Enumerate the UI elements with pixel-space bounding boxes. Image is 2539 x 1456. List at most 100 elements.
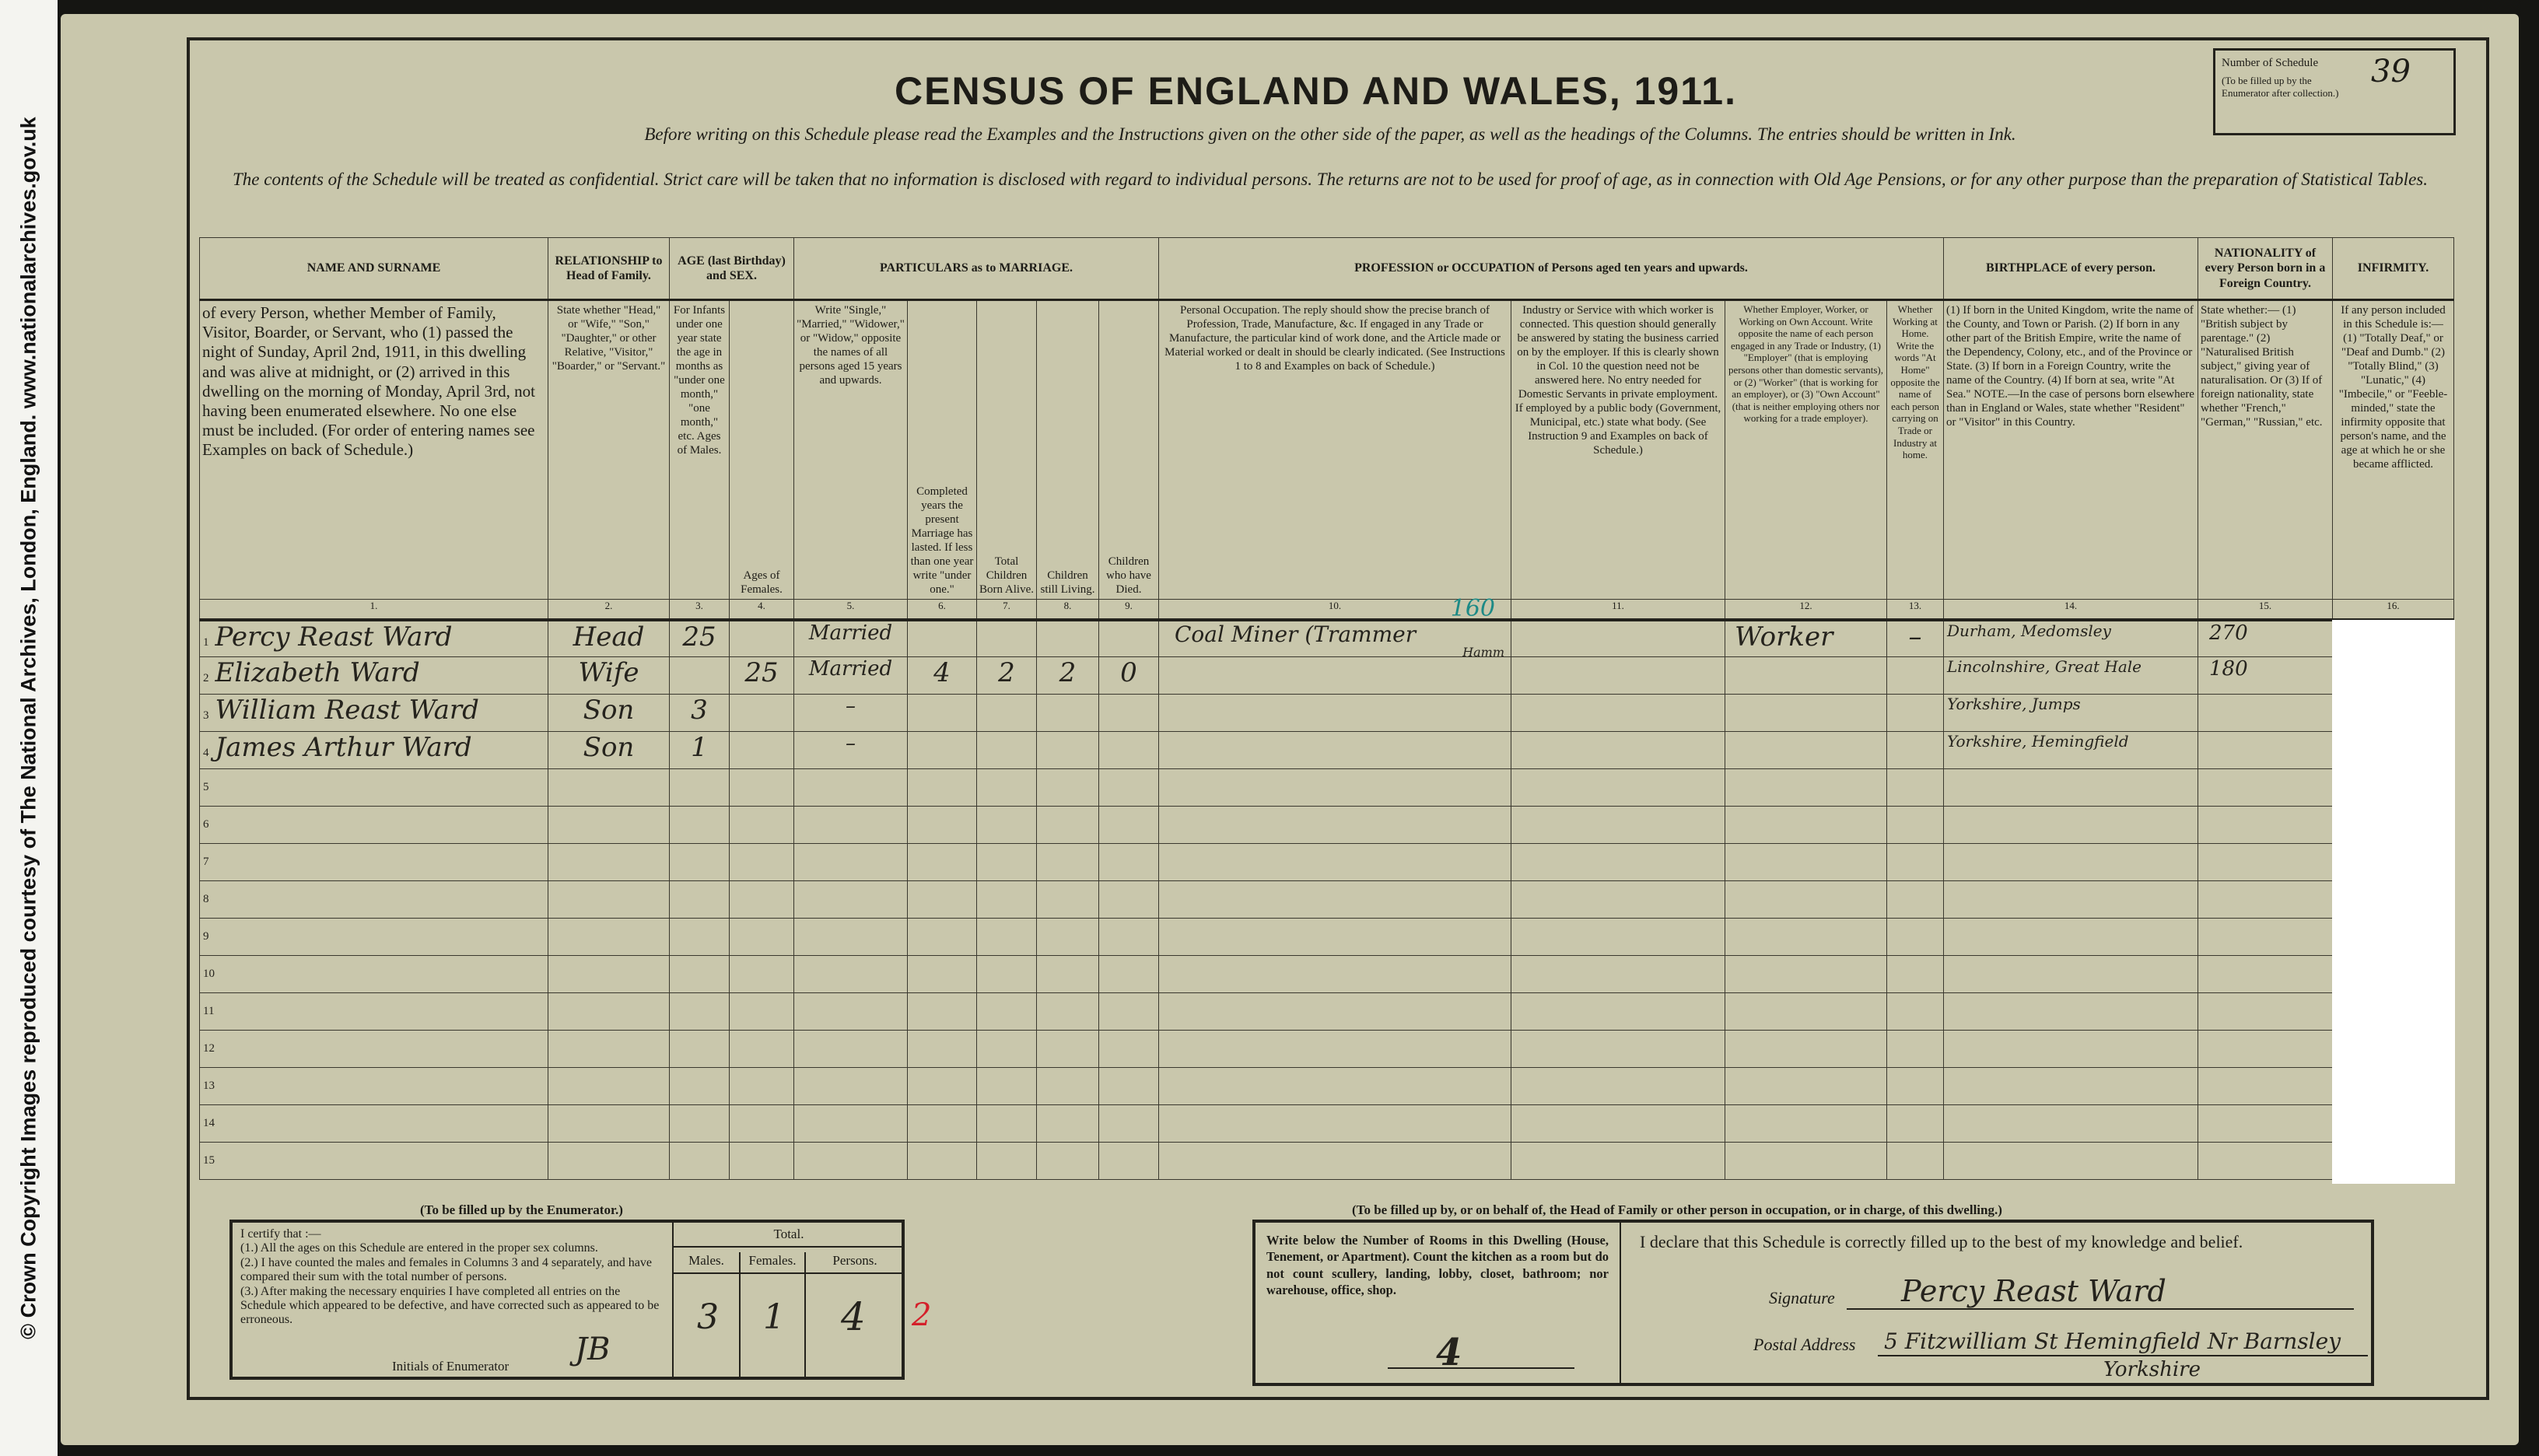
children-born (976, 731, 1037, 769)
column-number: 8. (1036, 599, 1099, 621)
empty-cell (1158, 1067, 1511, 1105)
empty-cell (2198, 1030, 2333, 1068)
empty-cell (1943, 880, 2198, 919)
age-female (729, 694, 794, 732)
empty-cell (793, 843, 908, 881)
schedule-label: Number of Schedule (2222, 57, 2319, 69)
empty-cell (729, 806, 794, 844)
subhead-infirmity: If any person included in this Schedule … (2332, 299, 2454, 600)
empty-cell (1725, 806, 1887, 844)
age-male: 3 (669, 694, 730, 732)
empty-cell (2198, 880, 2333, 919)
empty-cell (548, 843, 670, 881)
empty-cell (1886, 880, 1944, 919)
empty-cell (548, 992, 670, 1031)
group-relationship: RELATIONSHIP to Head of Family. (548, 237, 670, 301)
row-number: 11 (199, 992, 548, 1031)
empty-cell (793, 880, 908, 919)
empty-cell (729, 955, 794, 993)
nationality (2198, 694, 2333, 732)
empty-cell (1943, 955, 2198, 993)
column-number: 1. (199, 599, 548, 621)
empty-cell (2198, 843, 2333, 881)
schedule-number-box: Number of Schedule (To be filled up by t… (2213, 48, 2456, 135)
signature-label: Signature (1769, 1288, 1835, 1307)
empty-cell (1158, 992, 1511, 1031)
age-female (729, 619, 794, 657)
children-born (976, 694, 1037, 732)
column-number: 9. (1098, 599, 1159, 621)
employment-status (1725, 694, 1887, 732)
enumerator-box: I certify that :— (1.) All the ages on t… (229, 1220, 905, 1380)
nationality: 270 (2198, 619, 2333, 657)
empty-cell (1098, 1067, 1159, 1105)
total-males: 3 (697, 1297, 719, 1337)
empty-cell (548, 806, 670, 844)
group-birthplace: BIRTHPLACE of every person. (1943, 237, 2198, 301)
empty-cell (1511, 806, 1725, 844)
empty-cell (1511, 1104, 1725, 1143)
group-name: NAME AND SURNAME (199, 237, 548, 301)
empty-cell (669, 843, 730, 881)
signature: Percy Reast Ward (1901, 1274, 2166, 1308)
years-married (907, 731, 977, 769)
empty-cell (976, 1067, 1037, 1105)
empty-cell (793, 1142, 908, 1180)
row-number: 2 (203, 672, 209, 684)
children-died (1098, 731, 1159, 769)
row-number: 9 (199, 918, 548, 956)
row-number: 13 (199, 1067, 548, 1105)
years-married: 4 (907, 656, 977, 695)
column-number: 7. (976, 599, 1037, 621)
empty-cell (1098, 768, 1159, 807)
empty-cell (1036, 955, 1099, 993)
empty-cell (1886, 918, 1944, 956)
occupation-code: 160 (1450, 594, 1495, 622)
column-number: 10. (1158, 599, 1511, 621)
empty-cell (1943, 843, 2198, 881)
empty-cell (976, 1030, 1037, 1068)
rooms-count: 4 (1436, 1331, 1462, 1374)
empty-cell (1036, 1142, 1099, 1180)
empty-cell (793, 1067, 908, 1105)
empty-cell (907, 1104, 977, 1143)
row-number: 1 (203, 635, 209, 649)
subhead-name: of every Person, whether Member of Famil… (199, 299, 548, 600)
empty-cell (1098, 1030, 1159, 1068)
marital-status: – (793, 731, 908, 769)
empty-cell (1158, 955, 1511, 993)
empty-cell (976, 1104, 1037, 1143)
person-name: 2 Elizabeth Ward (199, 656, 548, 695)
empty-cell (793, 1030, 908, 1068)
empty-cell (1036, 1030, 1099, 1068)
empty-cell (669, 880, 730, 919)
person-name: 3 William Reast Ward (199, 694, 548, 732)
certify-label: I certify that :— (240, 1227, 321, 1241)
subhead-at-home: Whether Working at Home. Write the words… (1886, 299, 1944, 600)
total-females: 1 (763, 1297, 785, 1337)
row-number: 14 (199, 1104, 548, 1143)
birthplace: Lincolnshire, Great Hale (1943, 656, 2198, 695)
empty-cell (1098, 1104, 1159, 1143)
subhead-employer: Whether Employer, Worker, or Working on … (1725, 299, 1887, 600)
empty-cell (2198, 806, 2333, 844)
empty-cell (729, 880, 794, 919)
children-living (1036, 619, 1099, 657)
redacted-block (2332, 620, 2455, 1184)
empty-cell (1511, 1142, 1725, 1180)
empty-cell (907, 918, 977, 956)
group-nationality: NATIONALITY of every Person born in a Fo… (2198, 237, 2333, 301)
schedule-number: 39 (2371, 54, 2411, 89)
empty-cell (1511, 880, 1725, 919)
empty-cell (1098, 880, 1159, 919)
empty-cell (1036, 992, 1099, 1031)
empty-cell (1511, 992, 1725, 1031)
working-at-home (1886, 731, 1944, 769)
empty-cell (907, 880, 977, 919)
empty-cell (669, 806, 730, 844)
empty-cell (976, 880, 1037, 919)
empty-cell (1886, 955, 1944, 993)
column-number: 14. (1943, 599, 2198, 621)
empty-cell (1036, 880, 1099, 919)
children-born: 2 (976, 656, 1037, 695)
